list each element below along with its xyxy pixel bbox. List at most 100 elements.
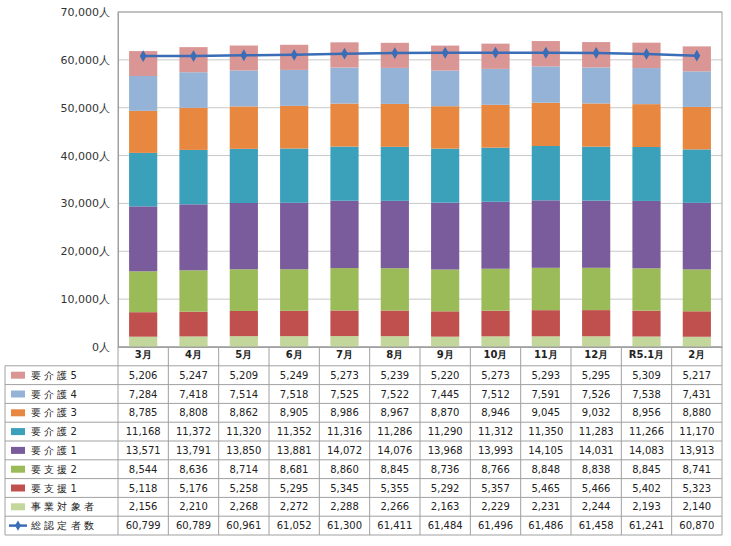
table-value: 8,714	[230, 464, 259, 475]
table-value: 8,838	[582, 464, 611, 475]
table-value: 8,785	[129, 407, 158, 418]
table-value: 7,526	[582, 389, 611, 400]
x-tick: R5.1月	[629, 347, 664, 360]
bar	[532, 336, 560, 347]
table-value: 5,217	[683, 370, 712, 381]
bar	[632, 337, 660, 347]
y-tick: 40,000人	[61, 150, 119, 163]
table-value: 61,496	[478, 520, 513, 531]
table-value: 2,140	[683, 501, 712, 512]
table-value: 14,076	[377, 445, 412, 456]
table-rule	[571, 347, 572, 535]
table-value: 5,466	[582, 483, 611, 494]
table-value: 11,266	[629, 426, 664, 437]
table-value: 2,210	[179, 501, 208, 512]
table-value: 7,445	[431, 389, 460, 400]
marker	[693, 50, 700, 62]
table-value: 5,465	[532, 483, 561, 494]
table-value: 11,372	[176, 426, 211, 437]
bar	[683, 107, 711, 149]
legend-label: 要 支 援 2	[31, 464, 77, 475]
table-value: 8,946	[481, 407, 510, 418]
legend-label: 要 介 護 3	[31, 407, 77, 418]
x-tick-label: 8月	[386, 349, 403, 360]
y-axis-line	[118, 13, 119, 348]
plot-frame	[118, 12, 722, 347]
table-value: 2,288	[330, 501, 359, 512]
bar	[683, 337, 711, 347]
y-tick-label: 60,000人	[61, 54, 111, 67]
table-value: 7,522	[381, 389, 410, 400]
x-axis: 3月4月5月6月7月8月9月10月11月12月R5.1月2月	[119, 347, 723, 360]
table-value: 7,512	[481, 389, 510, 400]
table-value: 5,402	[632, 483, 661, 494]
bar-series	[129, 146, 711, 206]
table-value: 61,241	[629, 520, 664, 531]
table-rule	[671, 347, 672, 535]
table-value: 2,244	[582, 501, 611, 512]
x-tick: 10月	[484, 347, 508, 360]
bar	[532, 66, 560, 102]
bar	[481, 336, 509, 347]
table-value: 11,170	[679, 426, 714, 437]
table-value: 5,220	[431, 370, 460, 381]
y-tick: 20,000人	[61, 245, 119, 258]
bar	[179, 150, 207, 204]
table-value: 2,163	[431, 501, 460, 512]
table-value: 5,345	[330, 483, 359, 494]
bar	[179, 72, 207, 108]
bar	[532, 146, 560, 200]
table-value: 8,905	[280, 407, 309, 418]
bar	[381, 43, 409, 68]
bar	[381, 147, 409, 201]
x-tick: 11月	[534, 347, 558, 360]
table-value: 2,229	[481, 501, 510, 512]
bar	[330, 201, 358, 268]
grid-line	[118, 347, 722, 348]
x-tick: 6月	[286, 347, 303, 360]
table-value: 13,913	[679, 445, 714, 456]
bar	[481, 69, 509, 105]
legend-key	[11, 372, 25, 379]
x-tick-label: 12月	[584, 349, 608, 360]
y-axis: 0人10,000人20,000人30,000人40,000人50,000人60,…	[61, 6, 119, 354]
table-value: 2,231	[532, 501, 561, 512]
bar	[381, 311, 409, 337]
x-tick: 8月	[386, 347, 403, 360]
data-table: 要 介 護 55,2065,2475,2095,2495,2735,2395,2…	[5, 347, 722, 535]
grid-line	[118, 155, 722, 156]
table-rule	[5, 422, 722, 423]
bar	[582, 268, 610, 310]
table-value: 7,525	[330, 389, 359, 400]
bar	[381, 201, 409, 268]
bar	[632, 68, 660, 104]
marker	[593, 47, 600, 59]
bar-series	[129, 41, 711, 76]
bar	[683, 203, 711, 270]
bar	[582, 147, 610, 201]
bar	[381, 68, 409, 104]
table-value: 11,283	[579, 426, 614, 437]
line	[143, 53, 697, 56]
table-value: 9,032	[582, 407, 611, 418]
marker	[240, 49, 247, 61]
table-value: 8,848	[532, 464, 561, 475]
bar	[582, 103, 610, 146]
bar	[129, 111, 157, 153]
y-tick: 0人	[92, 341, 118, 354]
bar	[230, 70, 258, 106]
table-value: 5,209	[230, 370, 259, 381]
bar	[381, 268, 409, 310]
legend-label: 事 業 対 象 者	[31, 501, 94, 512]
bar	[280, 269, 308, 311]
bar	[280, 106, 308, 149]
table-value: 8,741	[683, 464, 712, 475]
bar	[431, 270, 459, 312]
table-value: 11,168	[126, 426, 161, 437]
x-tick: 7月	[336, 347, 353, 360]
table-value: 8,845	[632, 464, 661, 475]
legend-key	[11, 428, 25, 435]
table-rule	[5, 366, 6, 535]
table-value: 5,355	[381, 483, 410, 494]
legend-key	[11, 485, 25, 492]
